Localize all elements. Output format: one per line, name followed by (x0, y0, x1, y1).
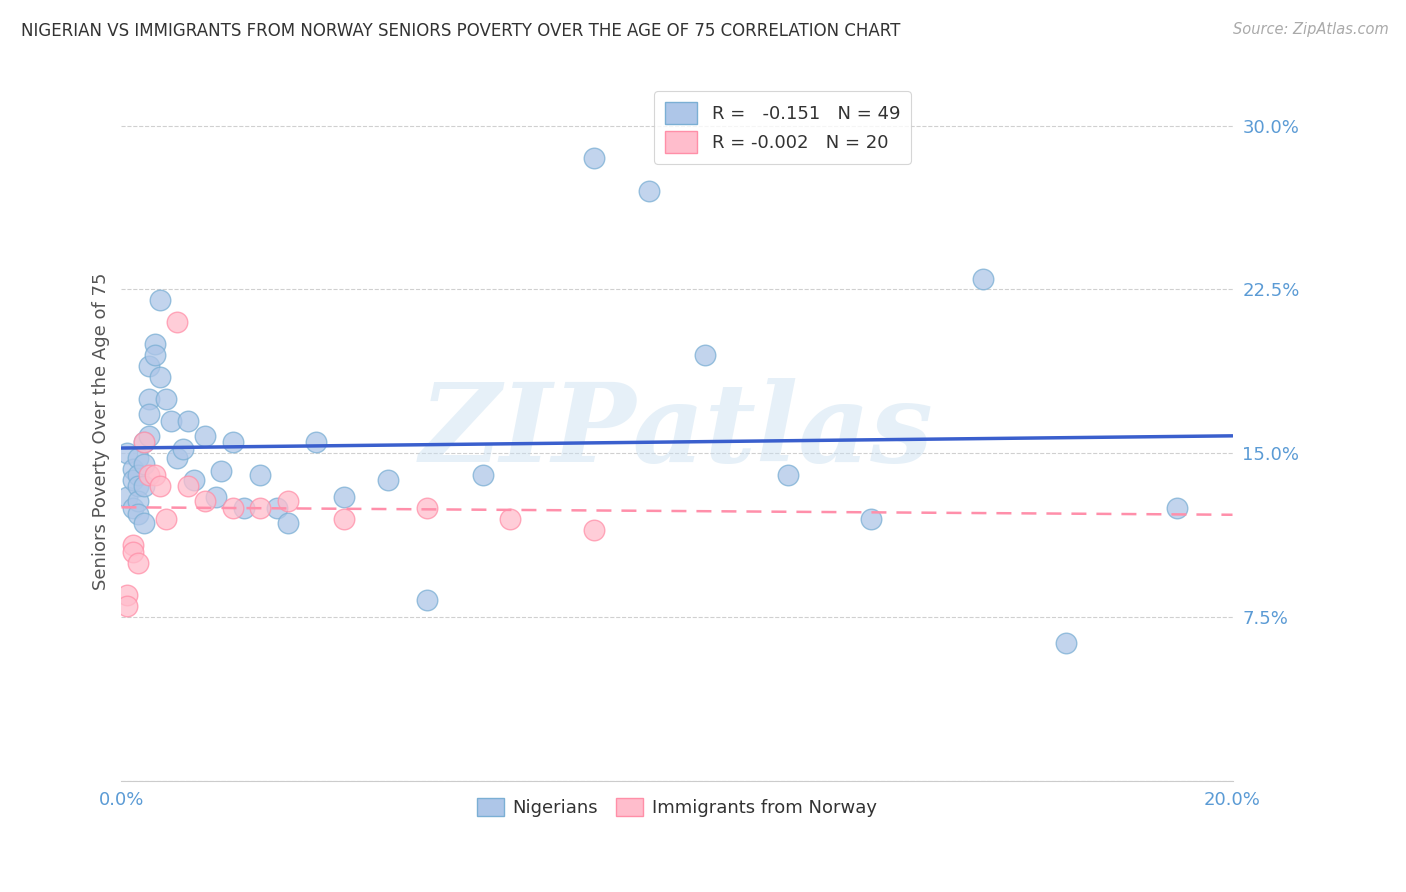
Point (177, 479, 200, 493)
Text: ZIPatlas: ZIPatlas (420, 377, 934, 485)
Point (121, 473, 143, 487)
Point (972, 271, 994, 285)
Point (499, 512, 522, 526)
Point (177, 413, 200, 427)
Point (155, 392, 177, 406)
Point (121, 544, 143, 558)
Point (172, 442, 194, 456)
Point (132, 479, 155, 493)
Point (693, 348, 716, 362)
Point (332, 512, 354, 526)
Text: Source: ZipAtlas.com: Source: ZipAtlas.com (1233, 22, 1389, 37)
Point (277, 516, 299, 531)
Point (127, 479, 149, 493)
Point (166, 450, 188, 465)
Point (582, 152, 605, 166)
Point (132, 435, 155, 450)
Point (143, 468, 166, 483)
Point (221, 500, 243, 515)
Point (638, 184, 661, 198)
Point (582, 523, 605, 537)
Point (183, 473, 205, 487)
Legend: Nigerians, Immigrants from Norway: Nigerians, Immigrants from Norway (470, 790, 884, 824)
Point (127, 508, 149, 522)
Point (155, 512, 177, 526)
Point (232, 500, 254, 515)
Point (149, 293, 172, 308)
Point (194, 429, 217, 443)
Point (249, 468, 271, 483)
Point (377, 473, 399, 487)
Point (160, 413, 183, 427)
Point (138, 407, 160, 421)
Point (138, 429, 160, 443)
Point (115, 599, 138, 614)
Point (1054, 636, 1077, 650)
Point (121, 461, 143, 475)
Point (121, 538, 143, 552)
Point (138, 392, 160, 406)
Point (194, 494, 217, 508)
Point (143, 337, 166, 351)
Point (132, 457, 155, 471)
Point (205, 490, 228, 504)
Text: NIGERIAN VS IMMIGRANTS FROM NORWAY SENIORS POVERTY OVER THE AGE OF 75 CORRELATIO: NIGERIAN VS IMMIGRANTS FROM NORWAY SENIO… (21, 22, 900, 40)
Point (471, 468, 494, 483)
Point (1166, 500, 1188, 515)
Point (166, 315, 188, 329)
Point (149, 479, 172, 493)
Point (778, 468, 800, 483)
Point (127, 556, 149, 570)
Point (305, 435, 328, 450)
Y-axis label: Seniors Poverty Over the Age of 75: Seniors Poverty Over the Age of 75 (93, 273, 110, 591)
Point (332, 490, 354, 504)
Point (209, 464, 232, 478)
Point (266, 500, 288, 515)
Point (121, 500, 143, 515)
Point (127, 450, 149, 465)
Point (138, 359, 160, 373)
Point (221, 435, 243, 450)
Point (249, 500, 271, 515)
Point (115, 588, 138, 602)
Point (149, 369, 172, 384)
Point (115, 446, 138, 460)
Point (132, 516, 155, 531)
Point (416, 592, 439, 607)
Point (127, 494, 149, 508)
Point (115, 490, 138, 504)
Point (127, 468, 149, 483)
Point (143, 348, 166, 362)
Point (132, 435, 155, 450)
Point (138, 468, 160, 483)
Point (860, 512, 883, 526)
Point (277, 494, 299, 508)
Point (416, 500, 439, 515)
